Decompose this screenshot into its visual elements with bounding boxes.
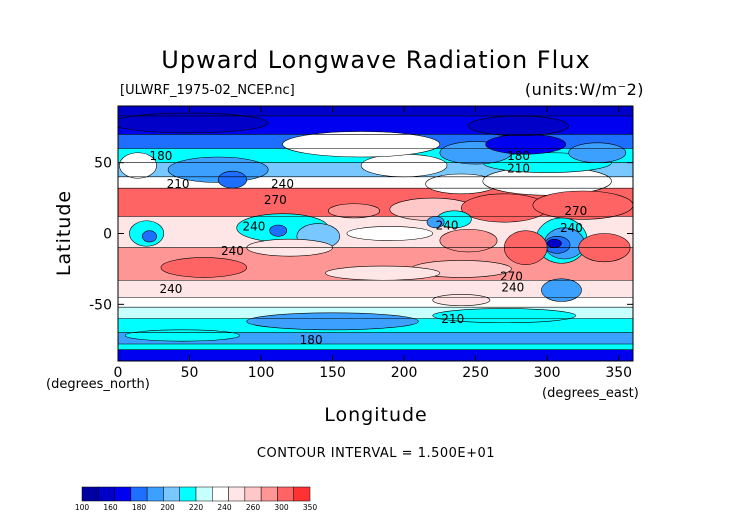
lat-band-9 bbox=[118, 280, 633, 298]
flux-region-26 bbox=[439, 228, 498, 253]
contour-label-15: 180 bbox=[300, 333, 323, 347]
y-axis-unit-label: (degrees_east) bbox=[542, 386, 639, 401]
contour-label-3: 270 bbox=[264, 193, 287, 207]
colorbar-swatch-11 bbox=[260, 486, 278, 502]
dataset-filename: [ULWRF_1975-02_NCEP.nc] bbox=[120, 83, 295, 98]
colorbar: 100 160 180 200 220 240 260 300 350 bbox=[75, 486, 318, 512]
flux-region-36 bbox=[325, 265, 441, 281]
colorbar-swatch-7 bbox=[195, 486, 213, 502]
flux-region-40 bbox=[432, 294, 491, 307]
lat-band-5 bbox=[118, 176, 633, 189]
y-tick-label-2: -50 bbox=[89, 297, 112, 313]
flux-region-39 bbox=[432, 308, 577, 324]
colorbar-label-4: 220 bbox=[189, 503, 204, 512]
flux-region-0 bbox=[119, 152, 157, 179]
plot-field bbox=[118, 106, 633, 361]
colorbar-swatch-8 bbox=[212, 486, 229, 502]
chart-title: Upward Longwave Radiation Flux bbox=[161, 46, 591, 74]
contour-label-10: 270 bbox=[564, 204, 587, 218]
contour-label-8: 180 bbox=[507, 149, 530, 163]
colorbar-swatch-9 bbox=[228, 486, 246, 502]
flux-region-35 bbox=[160, 257, 248, 278]
flux-region-11 bbox=[118, 112, 269, 134]
lat-band-15 bbox=[118, 349, 633, 361]
colorbar-label-2: 180 bbox=[132, 503, 147, 512]
flux-region-10 bbox=[568, 142, 627, 163]
colorbar-swatch-5 bbox=[163, 486, 180, 502]
x-tick-label-7: 350 bbox=[605, 365, 632, 381]
colorbar-swatch-3 bbox=[130, 486, 148, 502]
contour-label-6: 240 bbox=[159, 282, 182, 296]
lat-band-13 bbox=[118, 332, 633, 344]
flux-region-2 bbox=[217, 170, 248, 189]
y-tick-label-0: 50 bbox=[94, 156, 112, 172]
colorbar-swatch-13 bbox=[293, 486, 311, 502]
colorbar-swatch-4 bbox=[146, 486, 164, 502]
flux-region-16 bbox=[327, 203, 381, 219]
colorbar-swatch-0 bbox=[81, 486, 99, 502]
flux-region-3 bbox=[360, 153, 448, 178]
colorbar-swatch-1 bbox=[98, 486, 115, 502]
contour-label-12: 270 bbox=[500, 269, 523, 283]
flux-region-7 bbox=[282, 131, 441, 158]
colorbar-label-6: 260 bbox=[246, 503, 261, 512]
lat-band-14 bbox=[118, 344, 633, 350]
flux-region-38 bbox=[124, 329, 240, 342]
y-tick-label-1: 0 bbox=[103, 227, 112, 243]
contour-label-9: 210 bbox=[507, 162, 530, 176]
contour-label-5: 240 bbox=[221, 244, 244, 258]
x-axis-unit-label: (degrees_north) bbox=[46, 377, 150, 392]
x-tick-label-1: 50 bbox=[181, 365, 199, 381]
x-tick-label-6: 300 bbox=[534, 365, 561, 381]
contour-label-14: 210 bbox=[441, 312, 464, 326]
flux-region-30 bbox=[546, 238, 562, 248]
contour-label-11: 240 bbox=[560, 221, 583, 235]
colorbar-label-0: 100 bbox=[75, 503, 90, 512]
flux-region-12 bbox=[468, 115, 569, 137]
colorbar-swatch-12 bbox=[277, 486, 294, 502]
lat-band-0 bbox=[118, 106, 633, 116]
lat-band-11 bbox=[118, 307, 633, 319]
colorbar-label-1: 160 bbox=[103, 503, 118, 512]
x-tick-label-2: 100 bbox=[248, 365, 275, 381]
x-tick-label-3: 150 bbox=[319, 365, 346, 381]
colorbar-label-5: 240 bbox=[217, 503, 232, 512]
x-tick-label-0: 0 bbox=[114, 365, 123, 381]
x-tick-label-5: 250 bbox=[462, 365, 489, 381]
flux-region-23 bbox=[346, 226, 434, 241]
contour-label-7: 240 bbox=[436, 218, 459, 232]
colorbar-swatch-6 bbox=[179, 486, 197, 502]
contour-label-13: 240 bbox=[501, 281, 524, 295]
flux-region-19 bbox=[269, 224, 288, 237]
colorbar-label-7: 300 bbox=[274, 503, 289, 512]
colorbar-label-8: 350 bbox=[303, 503, 318, 512]
contour-label-4: 240 bbox=[242, 220, 265, 234]
contour-interval-label: CONTOUR INTERVAL = 1.500E+01 bbox=[256, 446, 496, 461]
flux-region-21 bbox=[142, 230, 157, 243]
axis-ticks: 0 50 100 150 200 250 300 350 50 0 -50 bbox=[89, 106, 633, 381]
units-label: (units:W/m⁻2) bbox=[524, 80, 644, 99]
contour-label-0: 180 bbox=[149, 149, 172, 163]
flux-region-33 bbox=[541, 278, 582, 302]
colorbar-swatch-10 bbox=[244, 486, 262, 502]
contour-label-2: 240 bbox=[271, 177, 294, 191]
flux-region-37 bbox=[246, 312, 419, 331]
colorbar-swatch-2 bbox=[114, 486, 132, 502]
x-tick-label-4: 200 bbox=[391, 365, 418, 381]
colorbar-label-3: 200 bbox=[160, 503, 175, 512]
x-axis-title: Longitude bbox=[324, 404, 428, 426]
lat-band-10 bbox=[118, 297, 633, 308]
contour-label-1: 210 bbox=[167, 177, 190, 191]
